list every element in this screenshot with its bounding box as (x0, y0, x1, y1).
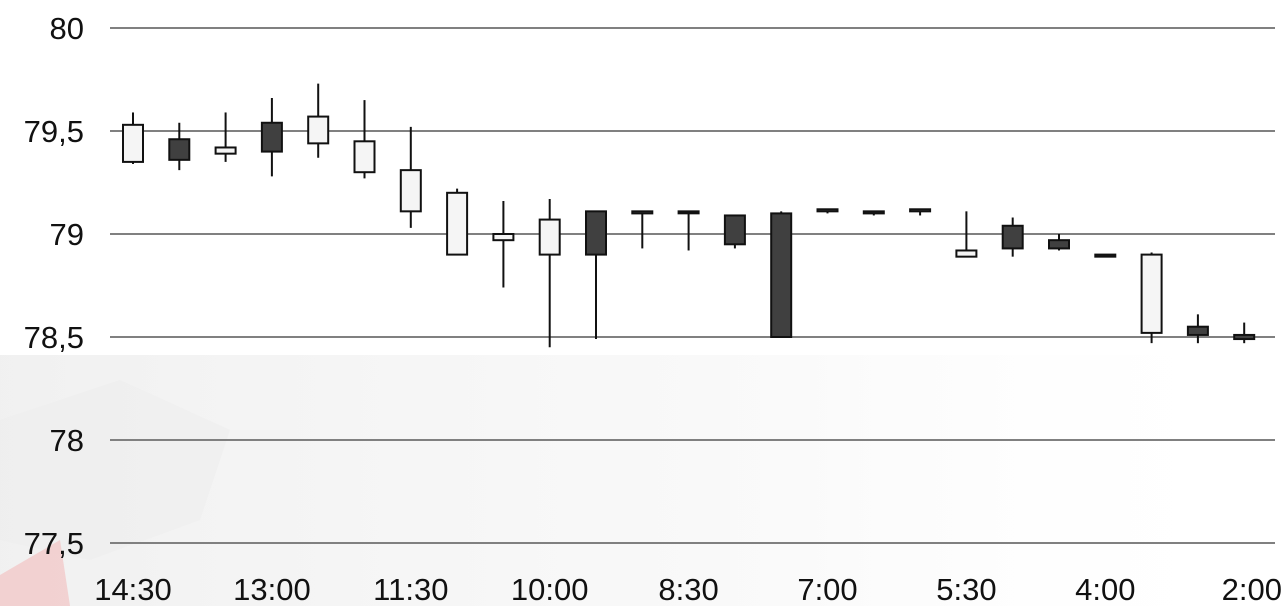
candle-body-up (122, 123, 144, 163)
y-tick-label: 79,5 (24, 114, 84, 149)
candle-body-up (955, 249, 978, 258)
candle-body-up (399, 169, 422, 213)
candle-body-up (446, 191, 469, 256)
candle-body-up (1140, 253, 1163, 334)
candle-body-up (631, 210, 654, 215)
candle-body-down (770, 212, 793, 338)
candle-body-up (909, 208, 932, 213)
background-fade (0, 355, 1286, 606)
candle-body-down (1001, 224, 1024, 250)
x-tick-label: 13:00 (233, 572, 311, 606)
x-tick-label: 2:00 (1222, 572, 1282, 606)
candle-body-up (492, 233, 515, 242)
candle-body-down (260, 121, 283, 153)
background-hexagon (0, 380, 230, 560)
x-tick-label: 11:30 (373, 572, 448, 606)
candle-body-up (538, 218, 561, 256)
candle-body-down (168, 138, 191, 161)
candle-body-up (816, 208, 839, 213)
x-tick-label: 4:00 (1075, 572, 1135, 606)
y-tick-label: 78,5 (24, 320, 84, 355)
y-tick-label: 77,5 (24, 526, 84, 561)
candle-body-down (1094, 253, 1117, 258)
y-tick-label: 78 (50, 423, 84, 458)
y-tick-label: 79 (50, 217, 84, 252)
candle-body-up (307, 115, 330, 145)
x-tick-label: 10:00 (511, 572, 589, 606)
candle-body-down (585, 210, 607, 256)
x-tick-label: 5:30 (936, 572, 996, 606)
candle-body-down (1233, 333, 1256, 341)
candle-body-up (353, 140, 376, 174)
candle-body-down (723, 214, 746, 246)
x-tick-label: 14:30 (94, 572, 172, 606)
candle-body-down (1186, 325, 1209, 336)
candle-body-up (677, 210, 700, 215)
candle-body-down (862, 210, 885, 215)
x-tick-label: 7:00 (797, 572, 857, 606)
background-red-shape (0, 540, 70, 606)
y-tick-label: 80 (50, 11, 84, 46)
x-tick-label: 8:30 (658, 572, 718, 606)
candle-body-up (214, 146, 237, 155)
candle-body-down (1048, 239, 1070, 250)
